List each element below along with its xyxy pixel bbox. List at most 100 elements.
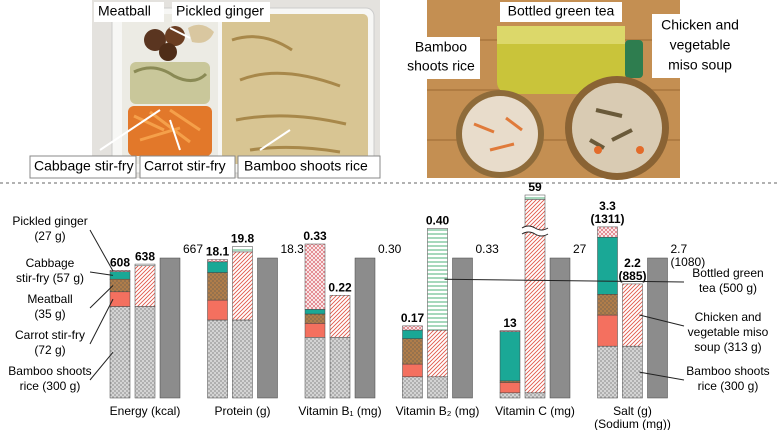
bar-segment xyxy=(499,330,521,332)
series-label: (35 g) xyxy=(34,307,65,321)
axis-break xyxy=(521,225,549,231)
bar-segment xyxy=(329,337,351,399)
bar-segment xyxy=(109,291,131,307)
photo-label: Bottled green tea xyxy=(508,3,615,19)
photo-label: Cabbage stir-fry xyxy=(34,158,134,174)
x-tick-label: Vitamin B₂ (mg) xyxy=(396,404,480,418)
series-label: Carrot stir-fry xyxy=(15,328,85,342)
leader-line xyxy=(444,278,685,283)
bar-segment xyxy=(207,272,228,301)
total-label: 13 xyxy=(503,316,517,330)
bar-segment xyxy=(304,323,326,338)
leader-line xyxy=(639,371,685,381)
total-label: 608 xyxy=(110,256,130,270)
bar-segment xyxy=(232,246,253,253)
series-label: rice (300 g) xyxy=(20,379,81,393)
series-label: Bottled green xyxy=(692,266,763,280)
reference-label: 27 xyxy=(573,242,587,256)
photo-labels: Meatball Pickled ginger Cabbage stir-fry… xyxy=(29,2,748,179)
leader-line xyxy=(89,229,114,272)
bar-segment xyxy=(159,257,181,399)
total-label: 0.17 xyxy=(401,311,425,325)
bar-segment xyxy=(402,338,423,365)
series-label: soup (313 g) xyxy=(694,340,761,354)
x-tick-label: Salt (g) xyxy=(613,404,652,418)
bar-segment xyxy=(597,294,618,316)
reference-label: 0.30 xyxy=(378,242,402,256)
bar-segment xyxy=(304,313,326,324)
bar-segment xyxy=(329,295,351,338)
reference-label: 2.7 xyxy=(671,242,688,256)
total-label: 638 xyxy=(135,249,155,263)
series-label: Bamboo shoots xyxy=(8,364,91,378)
photo-label: vegetable xyxy=(670,37,731,53)
bar-segment xyxy=(232,319,253,399)
x-tick-sublabel: (Sodium (mg)) xyxy=(594,417,671,430)
sodium-label: (1080) xyxy=(671,255,706,269)
bar-segment xyxy=(207,319,228,399)
bar-segment xyxy=(524,392,546,399)
bar-segment xyxy=(524,194,546,200)
bar-segment xyxy=(452,257,473,399)
bar-segment xyxy=(402,325,423,331)
bento-photo xyxy=(92,0,380,178)
photo-label: shoots rice xyxy=(407,58,475,74)
bar-segment xyxy=(402,363,423,378)
x-tick-label: Vitamin C (mg) xyxy=(495,404,575,418)
x-tick-label: Energy (kcal) xyxy=(110,404,181,418)
bar-segment xyxy=(597,237,618,295)
sodium-label: (885) xyxy=(618,269,646,283)
bar-segment xyxy=(549,257,571,399)
leader-line xyxy=(89,271,114,276)
leader-line xyxy=(639,314,685,327)
total-label: 19.8 xyxy=(231,232,255,246)
leader-line xyxy=(89,351,114,381)
series-label: stir-fry (57 g) xyxy=(16,271,84,285)
reference-label: 667 xyxy=(183,242,203,256)
series-label: tea (500 g) xyxy=(699,281,757,295)
photo-label: Chicken and xyxy=(661,17,739,33)
x-tick-label: Protein (g) xyxy=(214,404,270,418)
bar-segment xyxy=(499,392,521,399)
bar-segment xyxy=(597,314,618,347)
total-label: 2.2 xyxy=(624,256,641,270)
bar-segment xyxy=(109,270,131,272)
bar-segment xyxy=(304,243,326,310)
x-tick-label: Vitamin B₁ (mg) xyxy=(298,404,381,418)
photo-label: Bamboo xyxy=(415,39,467,55)
bar-segment xyxy=(207,299,228,321)
bar-segment xyxy=(134,265,156,307)
series-label: (27 g) xyxy=(34,229,65,243)
bar-segment xyxy=(499,331,521,382)
leader-line xyxy=(89,285,114,309)
bar-segment xyxy=(597,345,618,399)
bar-segment xyxy=(257,257,278,399)
total-label: 3.3 xyxy=(599,199,616,213)
bar-segment xyxy=(427,376,448,399)
reference-label: 18.3 xyxy=(281,242,305,256)
bar-segment xyxy=(134,263,156,267)
series-label: Cabbage xyxy=(26,256,75,270)
total-label: 0.33 xyxy=(303,229,327,243)
bar-segment xyxy=(354,257,376,399)
axis-break xyxy=(520,226,550,236)
photo-label: miso soup xyxy=(668,57,732,73)
bar-segment xyxy=(402,376,423,399)
photo-label: Carrot stir-fry xyxy=(144,158,226,174)
total-label: 18.1 xyxy=(206,245,230,259)
photo-label: Pickled ginger xyxy=(176,3,264,19)
photo-label: Meatball xyxy=(98,3,151,19)
axis-break xyxy=(521,231,549,237)
bar-segment xyxy=(647,257,668,399)
bar-segment xyxy=(597,226,618,238)
bar-segment xyxy=(622,283,643,347)
series-label: Meatball xyxy=(27,292,72,306)
series-label: Pickled ginger xyxy=(12,214,87,228)
bar-segment xyxy=(304,337,326,399)
series-label: Bamboo shoots xyxy=(686,364,769,378)
photo-label: Bamboo shoots rice xyxy=(244,158,368,174)
bar-segment xyxy=(109,306,131,399)
bar-segment xyxy=(232,251,253,321)
series-label: (72 g) xyxy=(34,343,65,357)
